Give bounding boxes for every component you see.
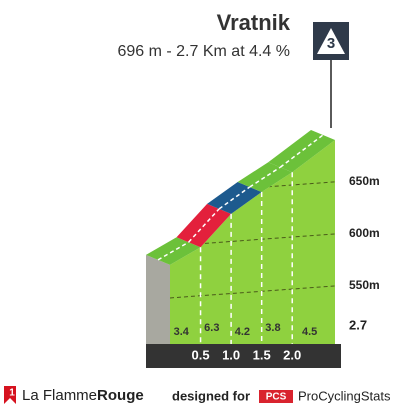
- pcs-badge: PCS: [266, 392, 287, 403]
- km-label: 1.5: [253, 347, 271, 362]
- profile-body: [170, 139, 335, 344]
- strip-center: [249, 166, 281, 188]
- title: Vratnik: [217, 10, 291, 35]
- side-face: [146, 254, 170, 368]
- y-tick-label: 600m: [349, 226, 380, 240]
- designed-for: designed for: [172, 388, 250, 403]
- strip-center: [218, 186, 251, 210]
- strip-center: [279, 134, 324, 168]
- gradient-strip: [237, 162, 293, 193]
- km-label: 2.7: [349, 317, 367, 332]
- site-name: ProCyclingStats: [298, 388, 391, 403]
- gradient-label: 4.2: [235, 326, 250, 338]
- gradient-label: 3.4: [174, 326, 190, 338]
- strip-center: [157, 241, 189, 261]
- subtitle: 696 m - 2.7 Km at 4.4 %: [117, 43, 290, 60]
- km-label: 1.0: [222, 347, 240, 362]
- brand: La FlammeRouge: [22, 387, 144, 404]
- pcs-badge-bg: [259, 390, 293, 403]
- strip-center: [188, 208, 220, 243]
- gradient-label: 6.3: [204, 322, 219, 334]
- y-tick-label: 550m: [349, 278, 380, 292]
- gradient-label: 3.8: [265, 322, 280, 334]
- y-tick-label: 650m: [349, 174, 380, 188]
- gradient-label: 4.5: [302, 326, 317, 338]
- flamme-icon: [4, 386, 16, 404]
- gradient-strip: [207, 182, 262, 214]
- km-label: 2.0: [283, 347, 301, 362]
- badge-triangle: [317, 28, 345, 54]
- km-label: 0.5: [192, 347, 210, 362]
- base-band: [146, 344, 341, 368]
- category: 3: [327, 35, 335, 52]
- flamme-icon-digit: 1: [9, 388, 15, 399]
- gradient-strip: [268, 129, 335, 173]
